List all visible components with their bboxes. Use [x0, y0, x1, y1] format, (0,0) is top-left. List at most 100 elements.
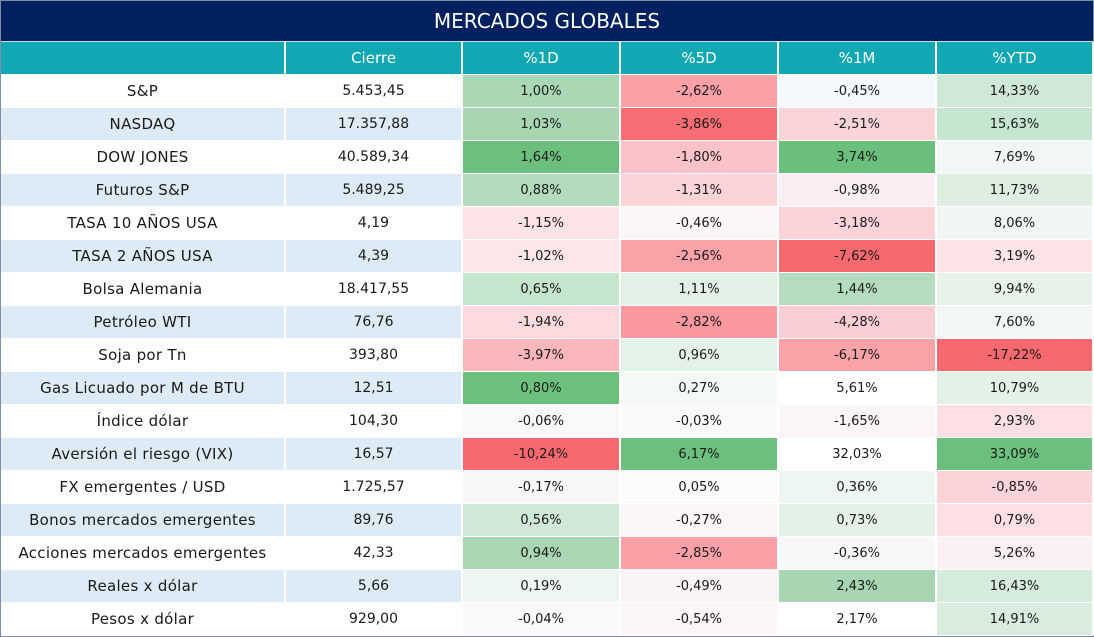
row-ytd-cell: 33,09%: [936, 437, 1094, 471]
row-5d-cell: -0,54%: [620, 602, 779, 635]
row-1m-cell: -0,45%: [778, 74, 937, 108]
row-close-cell: 18.417,55: [284, 272, 463, 306]
row-5d-cell: -1,31%: [620, 173, 779, 207]
header-ytd: %YTD: [936, 42, 1094, 75]
row-close-cell: 16,57: [284, 437, 463, 471]
table-row: NASDAQ 17.357,88 1,03% -3,86% -2,51% 15,63%: [1, 107, 1094, 141]
table-row: Soja por Tn 393,80 -3,97% 0,96% -6,17% -17,22…: [1, 338, 1094, 372]
row-ytd-cell: 15,63%: [936, 107, 1094, 141]
row-5d-cell: -2,62%: [620, 74, 779, 108]
header-row: Cierre %1D %5D %1M %YTD: [1, 42, 1094, 75]
header-1d: %1D: [462, 42, 621, 75]
row-5d-cell: 0,05%: [620, 470, 779, 504]
row-name-cell: Bolsa Alemania: [1, 272, 286, 306]
table-row: Bolsa Alemania 18.417,55 0,65% 1,11% 1,44% 9,…: [1, 272, 1094, 306]
row-1d-cell: 0,94%: [462, 536, 621, 570]
row-1d-cell: 0,80%: [462, 371, 621, 405]
row-name-cell: Soja por Tn: [1, 338, 286, 372]
row-1m-cell: -4,28%: [778, 305, 937, 339]
table-row: FX emergentes / USD 1.725,57 -0,17% 0,05% 0,…: [1, 470, 1094, 504]
row-1m-cell: -6,17%: [778, 338, 937, 372]
table-row: TASA 2 AÑOS USA 4,39 -1,02% -2,56% -7,62% 3,1…: [1, 239, 1094, 273]
row-close-cell: 89,76: [284, 503, 463, 537]
row-ytd-cell: -0,85%: [936, 470, 1094, 504]
row-ytd-cell: 7,60%: [936, 305, 1094, 339]
row-ytd-cell: 0,79%: [936, 503, 1094, 537]
row-ytd-cell: 8,06%: [936, 206, 1094, 240]
row-name-cell: Acciones mercados emergentes: [1, 536, 286, 570]
row-1m-cell: 5,61%: [778, 371, 937, 405]
row-close-cell: 1.725,57: [284, 470, 463, 504]
row-ytd-cell: 9,94%: [936, 272, 1094, 306]
row-1m-cell: 1,44%: [778, 272, 937, 306]
row-1m-cell: 0,36%: [778, 470, 937, 504]
table-row: Gas Licuado por M de BTU 12,51 0,80% 0,27% 5…: [1, 371, 1094, 405]
row-name-cell: NASDAQ: [1, 107, 286, 141]
row-1d-cell: 0,88%: [462, 173, 621, 207]
header-1m: %1M: [778, 42, 937, 75]
row-1m-cell: -2,51%: [778, 107, 937, 141]
row-1d-cell: -0,04%: [462, 602, 621, 635]
row-close-cell: 5.489,25: [284, 173, 463, 207]
row-ytd-cell: 10,79%: [936, 371, 1094, 405]
row-ytd-cell: 2,93%: [936, 404, 1094, 438]
header-name: [1, 42, 286, 75]
row-name-cell: DOW JONES: [1, 140, 286, 174]
row-1d-cell: -0,06%: [462, 404, 621, 438]
header-close: Cierre: [285, 42, 463, 75]
row-1d-cell: -0,17%: [462, 470, 621, 504]
table-title: MERCADOS GLOBALES: [1, 1, 1093, 42]
row-1m-cell: 2,17%: [778, 602, 937, 635]
row-5d-cell: -1,80%: [620, 140, 779, 174]
table-row: S&P 5.453,45 1,00% -2,62% -0,45% 14,33%: [1, 74, 1094, 108]
table-row: Acciones mercados emergentes 42,33 0,94% -2…: [1, 536, 1094, 570]
row-1d-cell: 1,00%: [462, 74, 621, 108]
row-1m-cell: -1,65%: [778, 404, 937, 438]
row-close-cell: 5.453,45: [284, 74, 463, 108]
row-close-cell: 5,66: [284, 569, 463, 603]
row-1d-cell: -1,02%: [462, 239, 621, 273]
row-name-cell: Reales x dólar: [1, 569, 286, 603]
row-5d-cell: -0,49%: [620, 569, 779, 603]
row-5d-cell: 0,27%: [620, 371, 779, 405]
row-1m-cell: -3,18%: [778, 206, 937, 240]
row-1m-cell: -0,98%: [778, 173, 937, 207]
row-5d-cell: -2,85%: [620, 536, 779, 570]
row-close-cell: 17.357,88: [284, 107, 463, 141]
row-ytd-cell: 14,33%: [936, 74, 1094, 108]
row-5d-cell: -3,86%: [620, 107, 779, 141]
row-1d-cell: -1,94%: [462, 305, 621, 339]
row-name-cell: FX emergentes / USD: [1, 470, 286, 504]
row-ytd-cell: 7,69%: [936, 140, 1094, 174]
row-1m-cell: 2,43%: [778, 569, 937, 603]
row-5d-cell: -0,03%: [620, 404, 779, 438]
table-row: Reales x dólar 5,66 0,19% -0,49% 2,43% 16,43%: [1, 569, 1094, 603]
row-name-cell: TASA 2 AÑOS USA: [1, 239, 286, 273]
row-1m-cell: 32,03%: [778, 437, 937, 471]
row-1d-cell: 0,65%: [462, 272, 621, 306]
row-5d-cell: -2,82%: [620, 305, 779, 339]
row-close-cell: 12,51: [284, 371, 463, 405]
table-row: Aversión el riesgo (VIX) 16,57 -10,24% 6,17…: [1, 437, 1094, 471]
row-close-cell: 4,19: [284, 206, 463, 240]
row-5d-cell: 1,11%: [620, 272, 779, 306]
table-row: Futuros S&P 5.489,25 0,88% -1,31% -0,98% 11,7…: [1, 173, 1094, 207]
row-1d-cell: 0,19%: [462, 569, 621, 603]
row-name-cell: Bonos mercados emergentes: [1, 503, 286, 537]
row-close-cell: 104,30: [284, 404, 463, 438]
row-name-cell: Aversión el riesgo (VIX): [1, 437, 286, 471]
row-close-cell: 40.589,34: [284, 140, 463, 174]
row-1d-cell: 0,56%: [462, 503, 621, 537]
row-5d-cell: -0,27%: [620, 503, 779, 537]
table-row: Índice dólar 104,30 -0,06% -0,03% -1,65% 2,93…: [1, 404, 1094, 438]
row-1d-cell: 1,64%: [462, 140, 621, 174]
row-1m-cell: -0,36%: [778, 536, 937, 570]
row-5d-cell: -0,46%: [620, 206, 779, 240]
row-ytd-cell: 5,26%: [936, 536, 1094, 570]
table-row: TASA 10 AÑOS USA 4,19 -1,15% -0,46% -3,18% 8,…: [1, 206, 1094, 240]
row-close-cell: 4,39: [284, 239, 463, 273]
table-row: DOW JONES 40.589,34 1,64% -1,80% 3,74% 7,69%: [1, 140, 1094, 174]
row-close-cell: 42,33: [284, 536, 463, 570]
row-1d-cell: -3,97%: [462, 338, 621, 372]
